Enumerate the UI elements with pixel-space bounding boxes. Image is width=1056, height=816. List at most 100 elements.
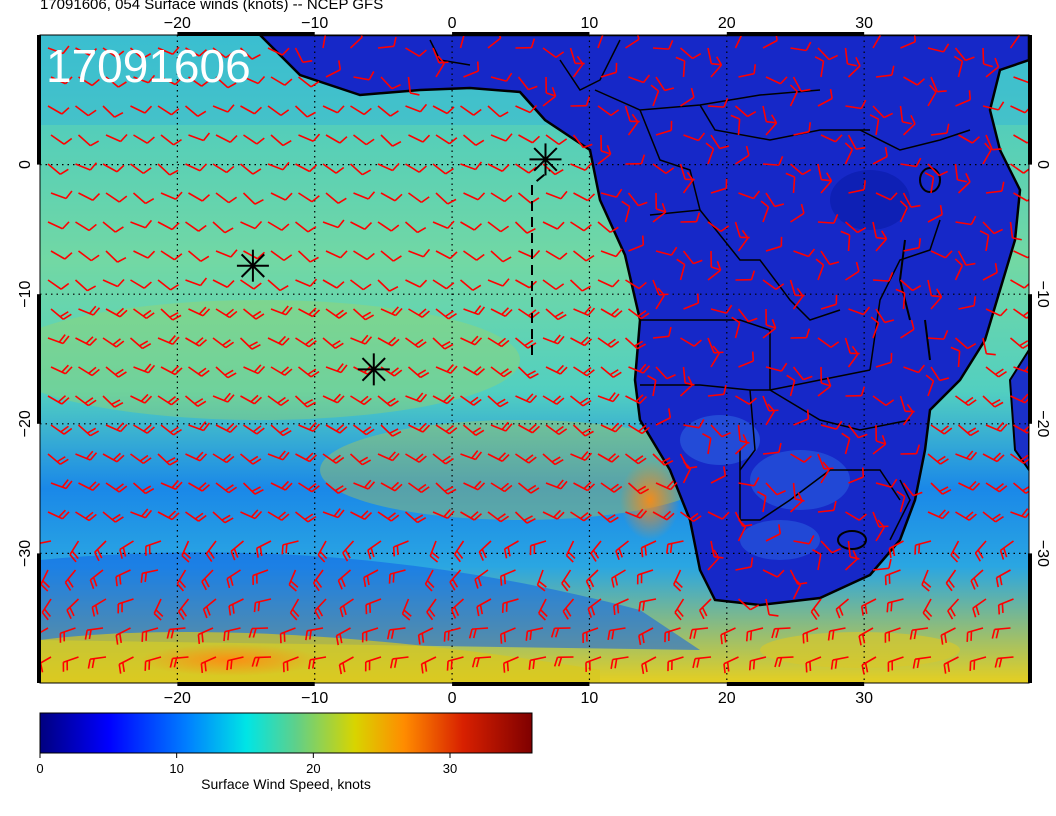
wind-barb: [1013, 74, 1029, 84]
wind-barb: [542, 279, 565, 291]
wind-barb: [335, 627, 351, 646]
wind-barb: [474, 569, 489, 589]
wind-barb: [793, 122, 812, 136]
wind-barb: [502, 656, 519, 673]
wind-barb: [157, 395, 180, 406]
wind-barb: [75, 511, 97, 522]
wind-barb: [1013, 363, 1029, 374]
wind-barb: [166, 627, 186, 639]
wind-barb: [337, 569, 352, 590]
wind-barb: [157, 510, 180, 521]
wind-barb: [47, 334, 70, 345]
wind-barb: [652, 163, 675, 175]
wind-barb: [314, 598, 327, 620]
map-title: 17091606, 054 Surface winds (knots) -- N…: [40, 0, 384, 13]
wind-barb: [682, 250, 703, 265]
star-marker-1: [236, 249, 269, 282]
wind-barb: [827, 627, 846, 641]
wind-barb: [463, 366, 485, 376]
wind-barb: [814, 56, 825, 78]
wind-barb: [600, 248, 623, 258]
wind-barb: [468, 627, 489, 639]
x-tick-label-bottom: 0: [448, 690, 457, 707]
wind-barb: [545, 190, 568, 200]
wind-barb: [518, 249, 541, 259]
edge-bar-right: [1028, 35, 1032, 165]
wind-barb: [625, 394, 648, 404]
wind-barb: [102, 163, 125, 173]
wind-barb: [408, 192, 430, 204]
wind-barb: [432, 509, 455, 519]
wind-barb: [542, 334, 565, 345]
wind-barb: [820, 172, 833, 194]
wind-barb: [518, 308, 540, 319]
wind-barb: [487, 278, 510, 287]
wind-barb: [985, 134, 1002, 151]
wind-barb: [909, 627, 929, 640]
wind-barb: [518, 134, 541, 144]
wind-barb: [790, 203, 805, 223]
wind-barb: [251, 656, 272, 667]
wind-barb: [820, 294, 838, 310]
wind-barb: [365, 598, 382, 615]
wind-barb: [353, 424, 375, 436]
wind-barb: [900, 319, 915, 339]
wind-barb: [966, 627, 984, 642]
wind-barb: [974, 540, 987, 562]
x-tick-label-top: −20: [164, 15, 191, 32]
wind-barb: [817, 500, 837, 513]
wind-barb: [141, 627, 159, 642]
wind-barb: [517, 76, 538, 91]
wind-barb: [848, 180, 867, 194]
wind-barb: [664, 627, 681, 643]
wind-barb: [561, 569, 572, 592]
wind-barb: [927, 43, 950, 53]
wind-barb: [380, 250, 402, 262]
wind-barb: [615, 540, 629, 561]
wind-barb: [240, 394, 263, 405]
wind-barb: [600, 188, 623, 198]
wind-barb: [157, 221, 180, 231]
wind-barb: [841, 432, 851, 455]
wind-barb: [869, 114, 880, 136]
wind-barb: [895, 288, 906, 310]
wind-barb: [242, 482, 264, 495]
wind-barb: [820, 366, 831, 387]
wind-barb: [860, 598, 877, 616]
wind-barb: [765, 114, 778, 136]
wind-barb: [600, 308, 623, 318]
wind-barb: [130, 453, 152, 465]
wind-barb: [77, 134, 100, 147]
wind-barb: [215, 423, 238, 433]
wind-barb: [607, 627, 626, 640]
wind-barb: [710, 134, 730, 150]
edge-bar-left: [37, 294, 41, 424]
wind-barb: [75, 221, 97, 232]
edge-bar-bottom: [177, 682, 315, 686]
wind-barb: [117, 598, 134, 614]
wind-barb: [982, 395, 1004, 408]
wind-barb: [377, 511, 400, 522]
wind-barb: [995, 569, 1011, 588]
wind-barb: [820, 250, 840, 266]
wind-barb: [407, 366, 430, 379]
wind-barb: [353, 191, 376, 200]
wind-barb: [242, 192, 264, 205]
wind-barb: [463, 250, 485, 261]
wind-barb: [325, 482, 347, 494]
wind-barb: [201, 569, 214, 591]
wind-barb: [267, 161, 290, 171]
wind-barb: [130, 279, 152, 289]
wind-barb: [597, 221, 619, 233]
wind-barb: [655, 408, 672, 426]
wind-barb: [377, 279, 399, 292]
wind-barb: [446, 656, 464, 671]
wind-barb: [698, 598, 712, 620]
wind-barb: [377, 221, 400, 232]
wind-barb: [683, 293, 700, 310]
wind-barb: [435, 192, 457, 205]
wind-barb: [490, 366, 513, 378]
wind-barb: [847, 345, 859, 368]
colorbar-label: Surface Wind Speed, knots: [201, 776, 371, 792]
wind-barb: [160, 250, 183, 261]
